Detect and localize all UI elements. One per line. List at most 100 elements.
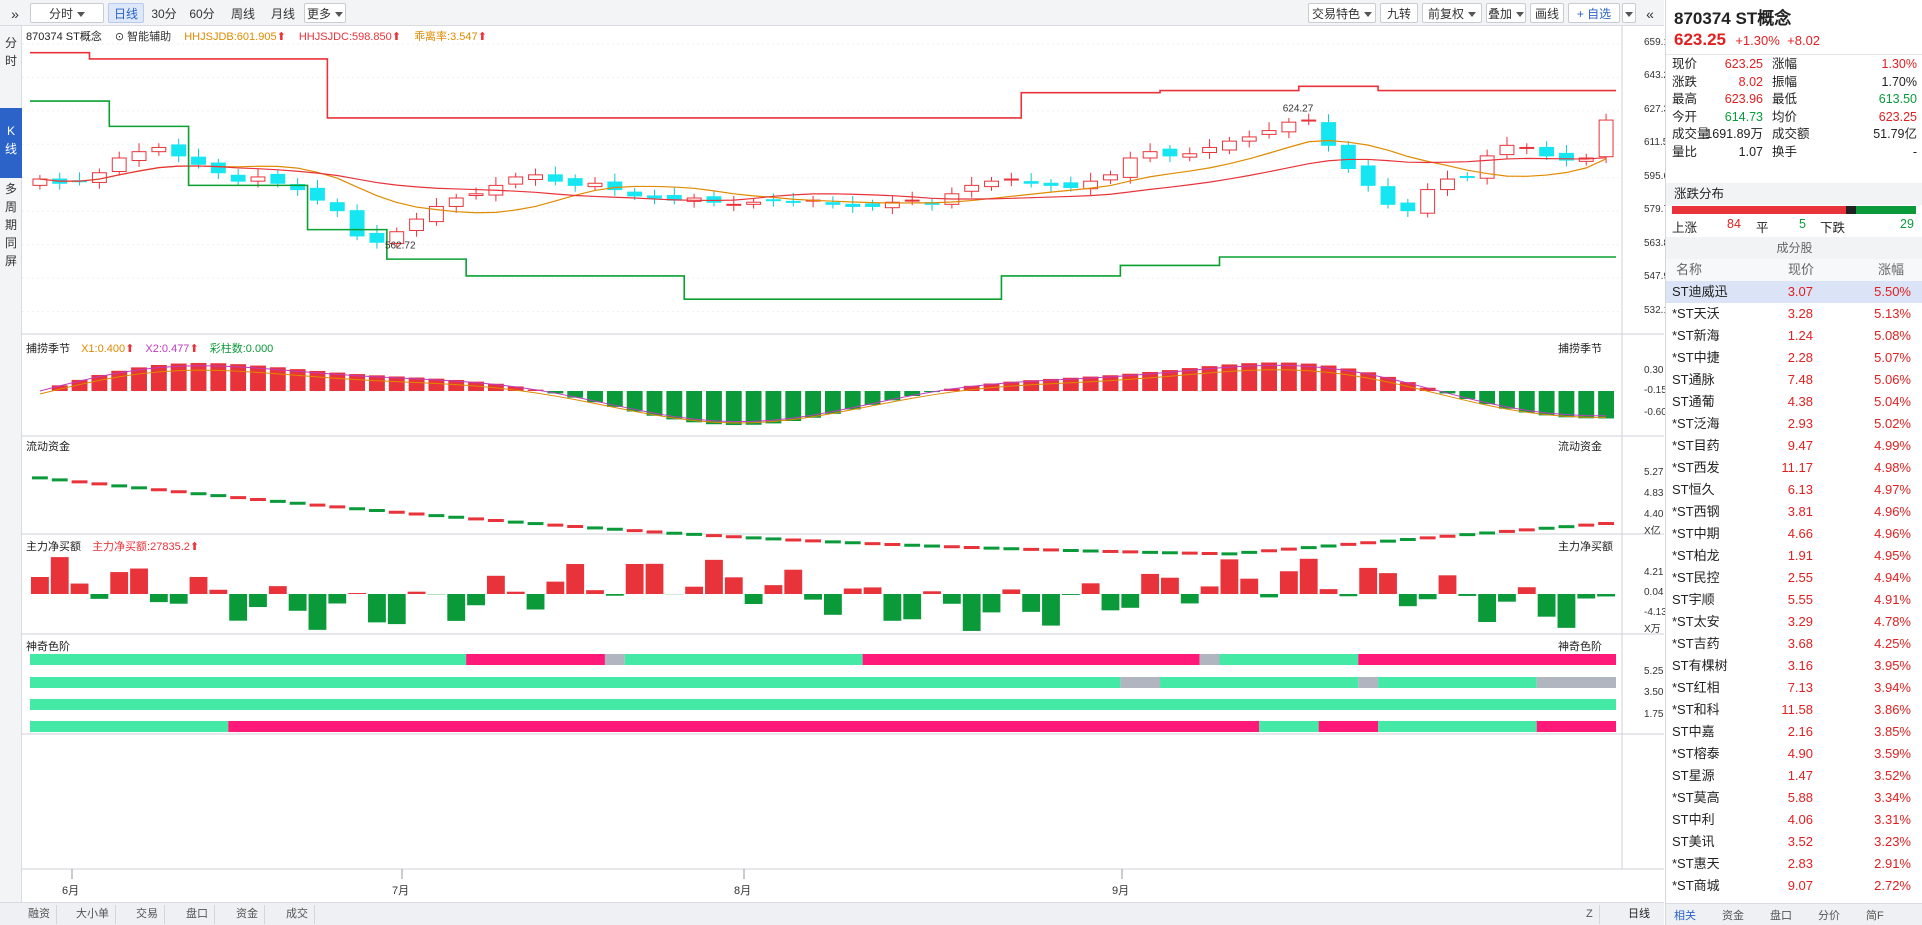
smart-assist-toggle[interactable]: ⊙ 智能辅助 (114, 31, 172, 43)
col-price[interactable]: 现价 (1788, 262, 1815, 277)
bottom-tabs-bar: 融资 大小单 交易 盘口 资金 成交 Z 日线 (0, 902, 1664, 925)
tab-60min[interactable]: 60分 (189, 7, 215, 21)
constituent-row[interactable]: ST通脉 7.48 5.06% (1666, 369, 1922, 391)
down-count: 29 (1900, 217, 1914, 231)
overlay-dropdown[interactable]: 叠加 (1486, 3, 1526, 23)
side-tab-multiperiod-label: 多周期同屏 (5, 182, 18, 268)
constituent-row[interactable]: *ST惠天 2.83 2.91% (1666, 853, 1922, 875)
osc-bar (448, 379, 465, 391)
constituent-row[interactable]: *ST西发 11.17 4.98% (1666, 457, 1922, 479)
constituent-row[interactable]: *ST商城 9.07 2.72% (1666, 875, 1922, 897)
constituent-row[interactable]: *ST中捷 2.28 5.07% (1666, 347, 1922, 369)
bottom-tab-1[interactable]: 大小单 (70, 905, 116, 924)
p2-x2: X2:0.477 (145, 343, 190, 355)
constituent-row[interactable]: *ST中期 4.66 4.96% (1666, 523, 1922, 545)
timeshare-label: 分时 (48, 7, 73, 21)
bottom-tab-5[interactable]: 成交 (280, 905, 315, 924)
constituent-row[interactable]: *ST榕泰 4.90 3.59% (1666, 743, 1922, 765)
quote-key: 振幅 (1772, 74, 1798, 89)
bottom-tab-6[interactable]: Z (1580, 905, 1600, 924)
constituent-row[interactable]: ST有棵树 3.16 3.95% (1666, 655, 1922, 677)
tab-monthly[interactable]: 月线 (270, 7, 295, 21)
constituent-row[interactable]: ST中利 4.06 3.31% (1666, 809, 1922, 831)
constituent-row[interactable]: *ST莫高 5.88 3.34% (1666, 787, 1922, 809)
side-tab-multiperiod[interactable]: 多周期同屏 (0, 180, 22, 270)
tab-30min[interactable]: 30分 (151, 7, 177, 21)
p4-header: 主力净买额 主力净买额:27835.2⬆ (26, 541, 200, 553)
bottom-tab-4[interactable]: 资金 (230, 905, 265, 924)
expand-sidebar-button[interactable]: » (11, 6, 19, 22)
candle-body (329, 202, 345, 212)
candle-body (884, 201, 900, 209)
quote-row: 最高 623.96 最低 613.50 (1666, 90, 1922, 108)
side-tab-kline[interactable]: K线 (0, 108, 22, 178)
bottom-tab-0[interactable]: 融资 (22, 905, 57, 924)
netbuy-bar (486, 575, 505, 594)
quote-val: 614.73 (1724, 109, 1763, 124)
constituent-row[interactable]: *ST民控 2.55 4.94% (1666, 567, 1922, 589)
constituent-name: *ST目药 (1672, 438, 1720, 453)
bottom-tab-3[interactable]: 盘口 (180, 905, 215, 924)
osc-bar (250, 365, 266, 391)
osc-bar (51, 385, 68, 391)
bottom-tab-2[interactable]: 交易 (130, 905, 165, 924)
constituent-row[interactable]: ST通葡 4.38 5.04% (1666, 391, 1922, 413)
more-dropdown[interactable]: 更多 (304, 3, 346, 23)
col-pct[interactable]: 涨幅 (1878, 262, 1905, 277)
timeshare-dropdown[interactable]: 分时 (30, 3, 104, 23)
adjust-label: 前复权 (1427, 7, 1464, 21)
netbuy-bar (883, 594, 902, 621)
quote-row: 现价 623.25 涨幅 1.30% (1666, 55, 1922, 73)
constituent-row[interactable]: ST美讯 3.52 3.23% (1666, 831, 1922, 853)
constituent-row[interactable]: ST恒久 6.13 4.97% (1666, 479, 1922, 501)
rb-tab-1[interactable]: 资金 (1722, 910, 1744, 922)
watchlist-menu-button[interactable] (1622, 3, 1636, 23)
constituent-row[interactable]: ST宇顺 5.55 4.91% (1666, 589, 1922, 611)
adjust-dropdown[interactable]: 前复权 (1422, 3, 1482, 23)
tab-weekly[interactable]: 周线 (230, 7, 255, 21)
constituent-pct: 5.06% (1874, 372, 1911, 387)
candle-body (528, 174, 543, 180)
constituent-row[interactable]: *ST西钢 3.81 4.96% (1666, 501, 1922, 523)
rb-tab-3[interactable]: 分价 (1818, 910, 1840, 922)
color-band (1358, 654, 1616, 665)
constituent-row[interactable]: ST迪威迅 3.07 5.50% (1666, 281, 1922, 303)
draw-line-button[interactable]: 画线 (1530, 3, 1564, 23)
y-tick: 5.25 (1644, 666, 1664, 677)
chevron-down-icon (1468, 12, 1476, 18)
y-tick: 579.74 (1644, 204, 1675, 216)
constituent-row[interactable]: *ST新海 1.24 5.08% (1666, 325, 1922, 347)
constituent-row[interactable]: *ST吉药 3.68 4.25% (1666, 633, 1922, 655)
constituent-row[interactable]: *ST太安 3.29 4.78% (1666, 611, 1922, 633)
osc-bar (884, 391, 901, 401)
collapse-panel-button[interactable]: « (1646, 6, 1654, 22)
trade-feature-dropdown[interactable]: 交易特色 (1308, 3, 1376, 23)
col-name[interactable]: 名称 (1676, 262, 1703, 277)
rb-tab-4[interactable]: 简F (1866, 910, 1884, 922)
constituent-row[interactable]: *ST和科 11.58 3.86% (1666, 699, 1922, 721)
constituent-row[interactable]: *ST泛海 2.93 5.02% (1666, 413, 1922, 435)
color-band (1199, 654, 1220, 665)
add-watchlist-button[interactable]: + 自选 (1568, 3, 1620, 23)
nine-turn-button[interactable]: 九转 (1380, 3, 1418, 23)
ma-line-red (39, 157, 1607, 202)
constituent-row[interactable]: ST星源 1.47 3.52% (1666, 765, 1922, 787)
side-tab-timeshare[interactable]: 分时 (0, 34, 22, 70)
constituent-name: ST美讯 (1672, 834, 1715, 849)
period-indicator: 日线 (1628, 908, 1650, 920)
rb-tab-0[interactable]: 相关 (1674, 910, 1696, 922)
quote-key: 成交额 (1772, 127, 1810, 141)
constituent-row[interactable]: *ST目药 9.47 4.99% (1666, 435, 1922, 457)
constituent-row[interactable]: *ST红相 7.13 3.94% (1666, 677, 1922, 699)
chart-canvas[interactable]: 624.27 562.72 6月 7月 8月 9月 (22, 26, 1664, 902)
tab-daily[interactable]: 日线 (108, 3, 144, 23)
color-band (1318, 721, 1379, 732)
constituent-row[interactable]: *ST柏龙 1.91 4.95% (1666, 545, 1922, 567)
constituent-row[interactable]: ST中嘉 2.16 3.85% (1666, 721, 1922, 743)
chart-area[interactable]: 624.27 562.72 6月 7月 8月 9月 870374 ST概念 ⊙ 智能辅助 … (22, 26, 1675, 902)
const-title: 成分股 (1666, 237, 1922, 259)
smart-assist-label: 智能辅助 (127, 31, 172, 43)
rb-tab-2[interactable]: 盘口 (1770, 910, 1792, 922)
constituent-row[interactable]: *ST天沃 3.28 5.13% (1666, 303, 1922, 325)
y-tick: 0.04 (1644, 587, 1664, 598)
